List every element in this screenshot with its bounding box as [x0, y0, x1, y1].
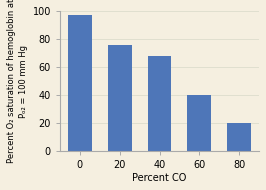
Y-axis label: Percent O₂ saturation of hemoglobin at
Pₒ₂ = 100 mm Hg: Percent O₂ saturation of hemoglobin at P… [7, 0, 28, 163]
Bar [108, 45, 132, 151]
Bar [188, 95, 211, 151]
X-axis label: Percent CO: Percent CO [132, 173, 187, 183]
Bar [68, 15, 92, 151]
Bar [148, 56, 172, 151]
Bar [227, 123, 251, 151]
